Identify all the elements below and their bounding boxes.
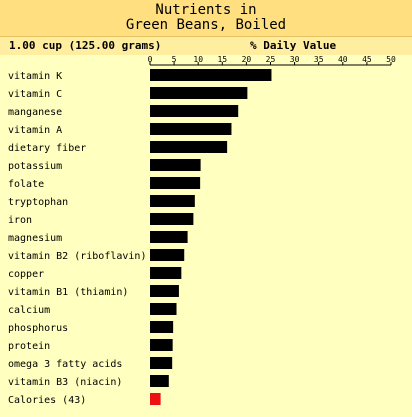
- row-label: tryptophan: [8, 197, 68, 208]
- row-label: vitamin K: [8, 71, 62, 82]
- x-tick-label: 5: [172, 55, 177, 64]
- nutrient-bar: [150, 321, 174, 333]
- nutrient-bar: [150, 303, 177, 315]
- row-label: vitamin A: [8, 125, 62, 136]
- nutrient-bar: [150, 195, 195, 207]
- x-tick-label: 40: [338, 55, 348, 64]
- header-bar: 1.00 cup (125.00 grams) % Daily Value: [0, 36, 412, 55]
- row-label: calcium: [8, 305, 50, 316]
- serving-size: 1.00 cup (125.00 grams): [9, 39, 162, 52]
- nutrient-bar: [150, 267, 182, 279]
- row-label: folate: [8, 179, 44, 190]
- title-area: Nutrients in Green Beans, Boiled: [0, 0, 412, 36]
- row-label: iron: [8, 215, 32, 226]
- nutrient-bar: [150, 123, 232, 135]
- nutrient-bar: [150, 249, 185, 261]
- nutrient-bar: [150, 375, 169, 387]
- row-label: dietary fiber: [8, 143, 86, 154]
- row-label: copper: [8, 269, 44, 280]
- row-label: vitamin C: [8, 89, 62, 100]
- row-label: phosphorus: [8, 323, 68, 334]
- nutrient-bar: [150, 357, 173, 369]
- row-label: magnesium: [8, 233, 62, 244]
- row-label: potassium: [8, 161, 62, 172]
- row-label: vitamin B3 (niacin): [8, 377, 122, 388]
- nutrient-bar: [150, 105, 239, 117]
- x-tick-label: 50: [386, 55, 396, 64]
- nutrient-bar: [150, 69, 272, 81]
- x-tick-label: 10: [193, 55, 203, 64]
- row-label: vitamin B1 (thiamin): [8, 287, 128, 298]
- nutrient-bar: [150, 285, 179, 297]
- row-label: omega 3 fatty acids: [8, 359, 122, 370]
- nutrient-bar: [150, 177, 201, 189]
- row-label: vitamin B2 (riboflavin): [8, 251, 146, 262]
- x-tick-label: 15: [217, 55, 227, 64]
- nutrient-bar: [150, 159, 201, 171]
- x-tick-label: 0: [148, 55, 153, 64]
- nutrient-bar: [150, 339, 173, 351]
- x-tick-label: 25: [266, 55, 276, 64]
- row-label: protein: [8, 341, 50, 352]
- x-tick-label: 20: [242, 55, 252, 64]
- nutrient-bar: [150, 87, 248, 99]
- chart-title-line-1: Nutrients in: [155, 2, 257, 18]
- x-axis-label: % Daily Value: [250, 39, 337, 52]
- x-tick-label: 45: [362, 55, 372, 64]
- x-tick-label: 30: [290, 55, 300, 64]
- row-label: manganese: [8, 107, 62, 118]
- nutrient-bar: [150, 231, 188, 243]
- x-tick-label: 35: [314, 55, 324, 64]
- chart-title-line-2: Green Beans, Boiled: [125, 17, 287, 33]
- calorie-bar: [150, 393, 161, 405]
- nutrient-bar: [150, 213, 194, 225]
- row-label: Calories (43): [8, 395, 86, 406]
- nutrient-bar: [150, 141, 228, 153]
